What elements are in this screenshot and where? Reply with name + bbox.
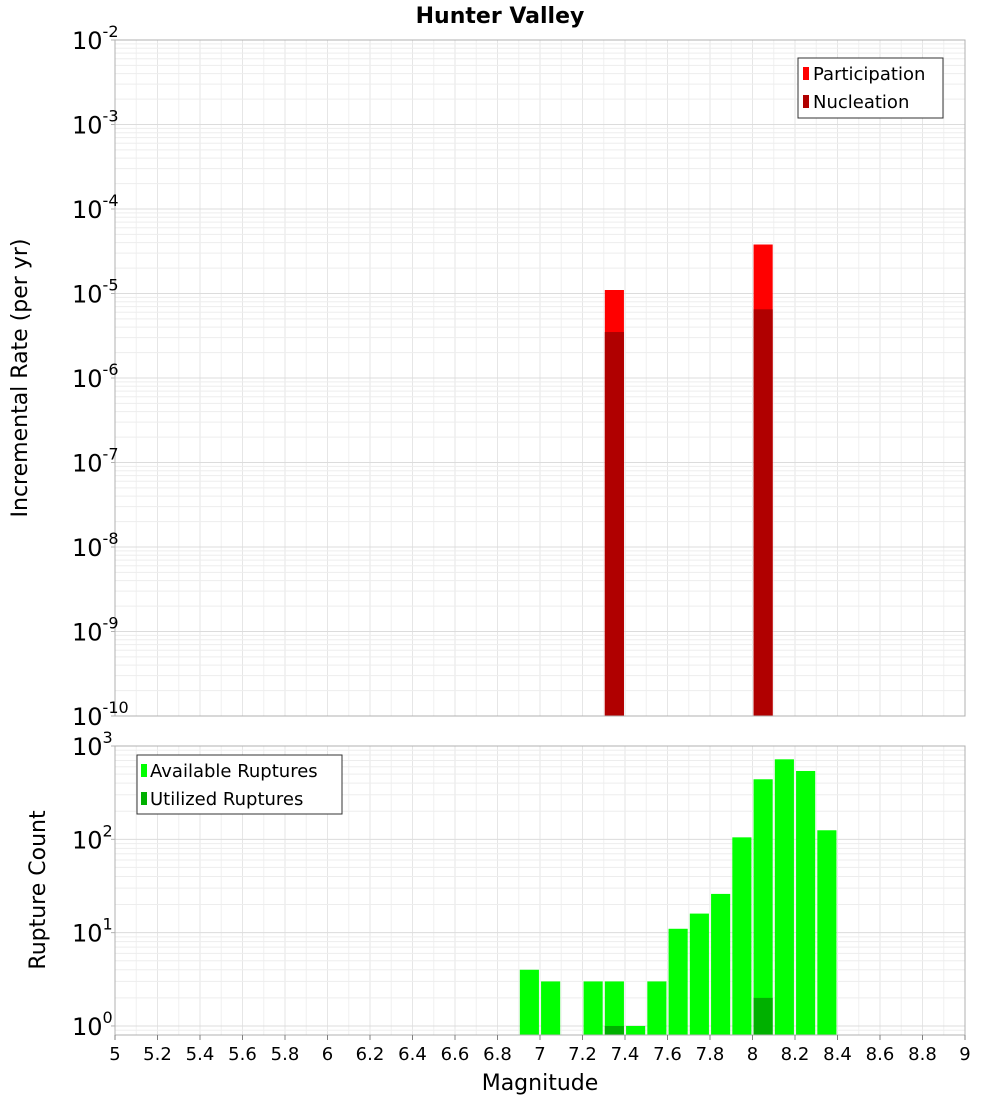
y-tick-label: 10-4	[72, 191, 119, 224]
y-tick-label: 10-7	[72, 445, 119, 478]
rate-y-axis-label: Incremental Rate (per yr)	[8, 239, 33, 518]
rate-y-ticks: 10-10 10-9 10-8 10-7 10-6 10-5 10-4 10-3 10-2	[72, 22, 129, 731]
count-panel: 100 101 102 103 5 5.2 5.4 5.6 5.8 6 6.2 6.4 6.6 6.8 7…	[26, 728, 971, 1096]
y-tick-label: 103	[72, 728, 113, 761]
x-tick-label: 5.2	[143, 1044, 172, 1065]
bar-available-ruptures	[817, 830, 837, 1035]
legend-label-participation: Participation	[813, 64, 925, 85]
y-tick-label: 10-8	[72, 529, 119, 562]
legend-swatch-available	[141, 764, 147, 777]
x-tick-label: 5.8	[271, 1044, 300, 1065]
count-bars	[519, 759, 837, 1035]
count-y-axis-label: Rupture Count	[26, 810, 51, 970]
bar-available-ruptures	[668, 928, 688, 1035]
x-axis-label: Magnitude	[482, 1071, 599, 1096]
x-tick-label: 7.2	[568, 1044, 597, 1065]
legend-label-utilized: Utilized Ruptures	[150, 789, 303, 810]
x-tick-label: 6.6	[441, 1044, 470, 1065]
count-y-ticks: 100 101 102 103	[72, 728, 115, 1041]
y-tick-label: 10-2	[72, 22, 119, 55]
bar-nucleation	[753, 309, 773, 716]
x-tick-label: 7	[534, 1044, 545, 1065]
x-tick-label: 7.8	[696, 1044, 725, 1065]
legend-label-nucleation: Nucleation	[813, 92, 909, 113]
bar-available-ruptures	[604, 981, 624, 1035]
x-tick-label: 9	[959, 1044, 970, 1065]
y-tick-label: 101	[72, 915, 113, 948]
count-legend-box	[136, 754, 343, 815]
rate-legend: Participation Nucleation	[797, 57, 944, 119]
y-tick-label: 10-3	[72, 107, 119, 140]
legend-swatch-utilized	[141, 792, 147, 805]
x-tick-label: 6.4	[398, 1044, 427, 1065]
rate-legend-box	[797, 57, 944, 119]
x-tick-label: 5.6	[228, 1044, 257, 1065]
x-tick-label: 6.2	[356, 1044, 385, 1065]
bar-available-ruptures	[796, 770, 816, 1035]
bar-available-ruptures	[689, 913, 709, 1035]
x-tick-label: 8.6	[866, 1044, 895, 1065]
count-legend: Available Ruptures Utilized Ruptures	[136, 754, 343, 815]
x-tick-label: 6.8	[483, 1044, 512, 1065]
bar-available-ruptures	[647, 981, 667, 1035]
x-tick-label: 8	[747, 1044, 758, 1065]
x-tick-label: 7.6	[653, 1044, 682, 1065]
legend-swatch-nucleation	[803, 95, 809, 108]
x-tick-label: 5	[109, 1044, 120, 1065]
x-tick-label: 7.4	[611, 1044, 640, 1065]
y-tick-label: 10-6	[72, 360, 119, 393]
x-tick-label: 5.4	[186, 1044, 215, 1065]
y-tick-label: 10-10	[72, 698, 129, 731]
bar-available-ruptures	[519, 969, 539, 1035]
rate-bars	[604, 244, 773, 716]
x-tick-label: 8.4	[823, 1044, 852, 1065]
chart-title: Hunter Valley	[416, 4, 585, 29]
bar-available-ruptures	[541, 981, 561, 1035]
x-axis-ticks: 5 5.2 5.4 5.6 5.8 6 6.2 6.4 6.6 6.8 7 7.2 7.4 7.6 7.8 8…	[109, 1035, 971, 1065]
bar-nucleation	[604, 332, 624, 716]
bar-available-ruptures	[753, 779, 773, 1035]
bar-available-ruptures	[626, 1025, 646, 1035]
x-tick-label: 6	[322, 1044, 333, 1065]
bar-utilized-ruptures	[604, 1025, 624, 1035]
bar-available-ruptures	[774, 759, 794, 1035]
legend-label-available: Available Ruptures	[150, 761, 318, 782]
bar-available-ruptures	[711, 893, 731, 1035]
legend-swatch-participation	[803, 67, 809, 80]
y-tick-label: 10-5	[72, 276, 119, 309]
y-tick-label: 100	[72, 1008, 113, 1041]
bar-available-ruptures	[732, 837, 752, 1035]
y-tick-label: 10-9	[72, 614, 119, 647]
rate-panel: 10-10 10-9 10-8 10-7 10-6 10-5 10-4 10-3 10-2 In…	[8, 22, 966, 731]
rate-grid	[114, 40, 966, 717]
bar-available-ruptures	[583, 981, 603, 1035]
bar-utilized-ruptures	[753, 997, 773, 1035]
y-tick-label: 102	[72, 821, 113, 854]
x-tick-label: 8.8	[908, 1044, 937, 1065]
x-tick-label: 8.2	[781, 1044, 810, 1065]
